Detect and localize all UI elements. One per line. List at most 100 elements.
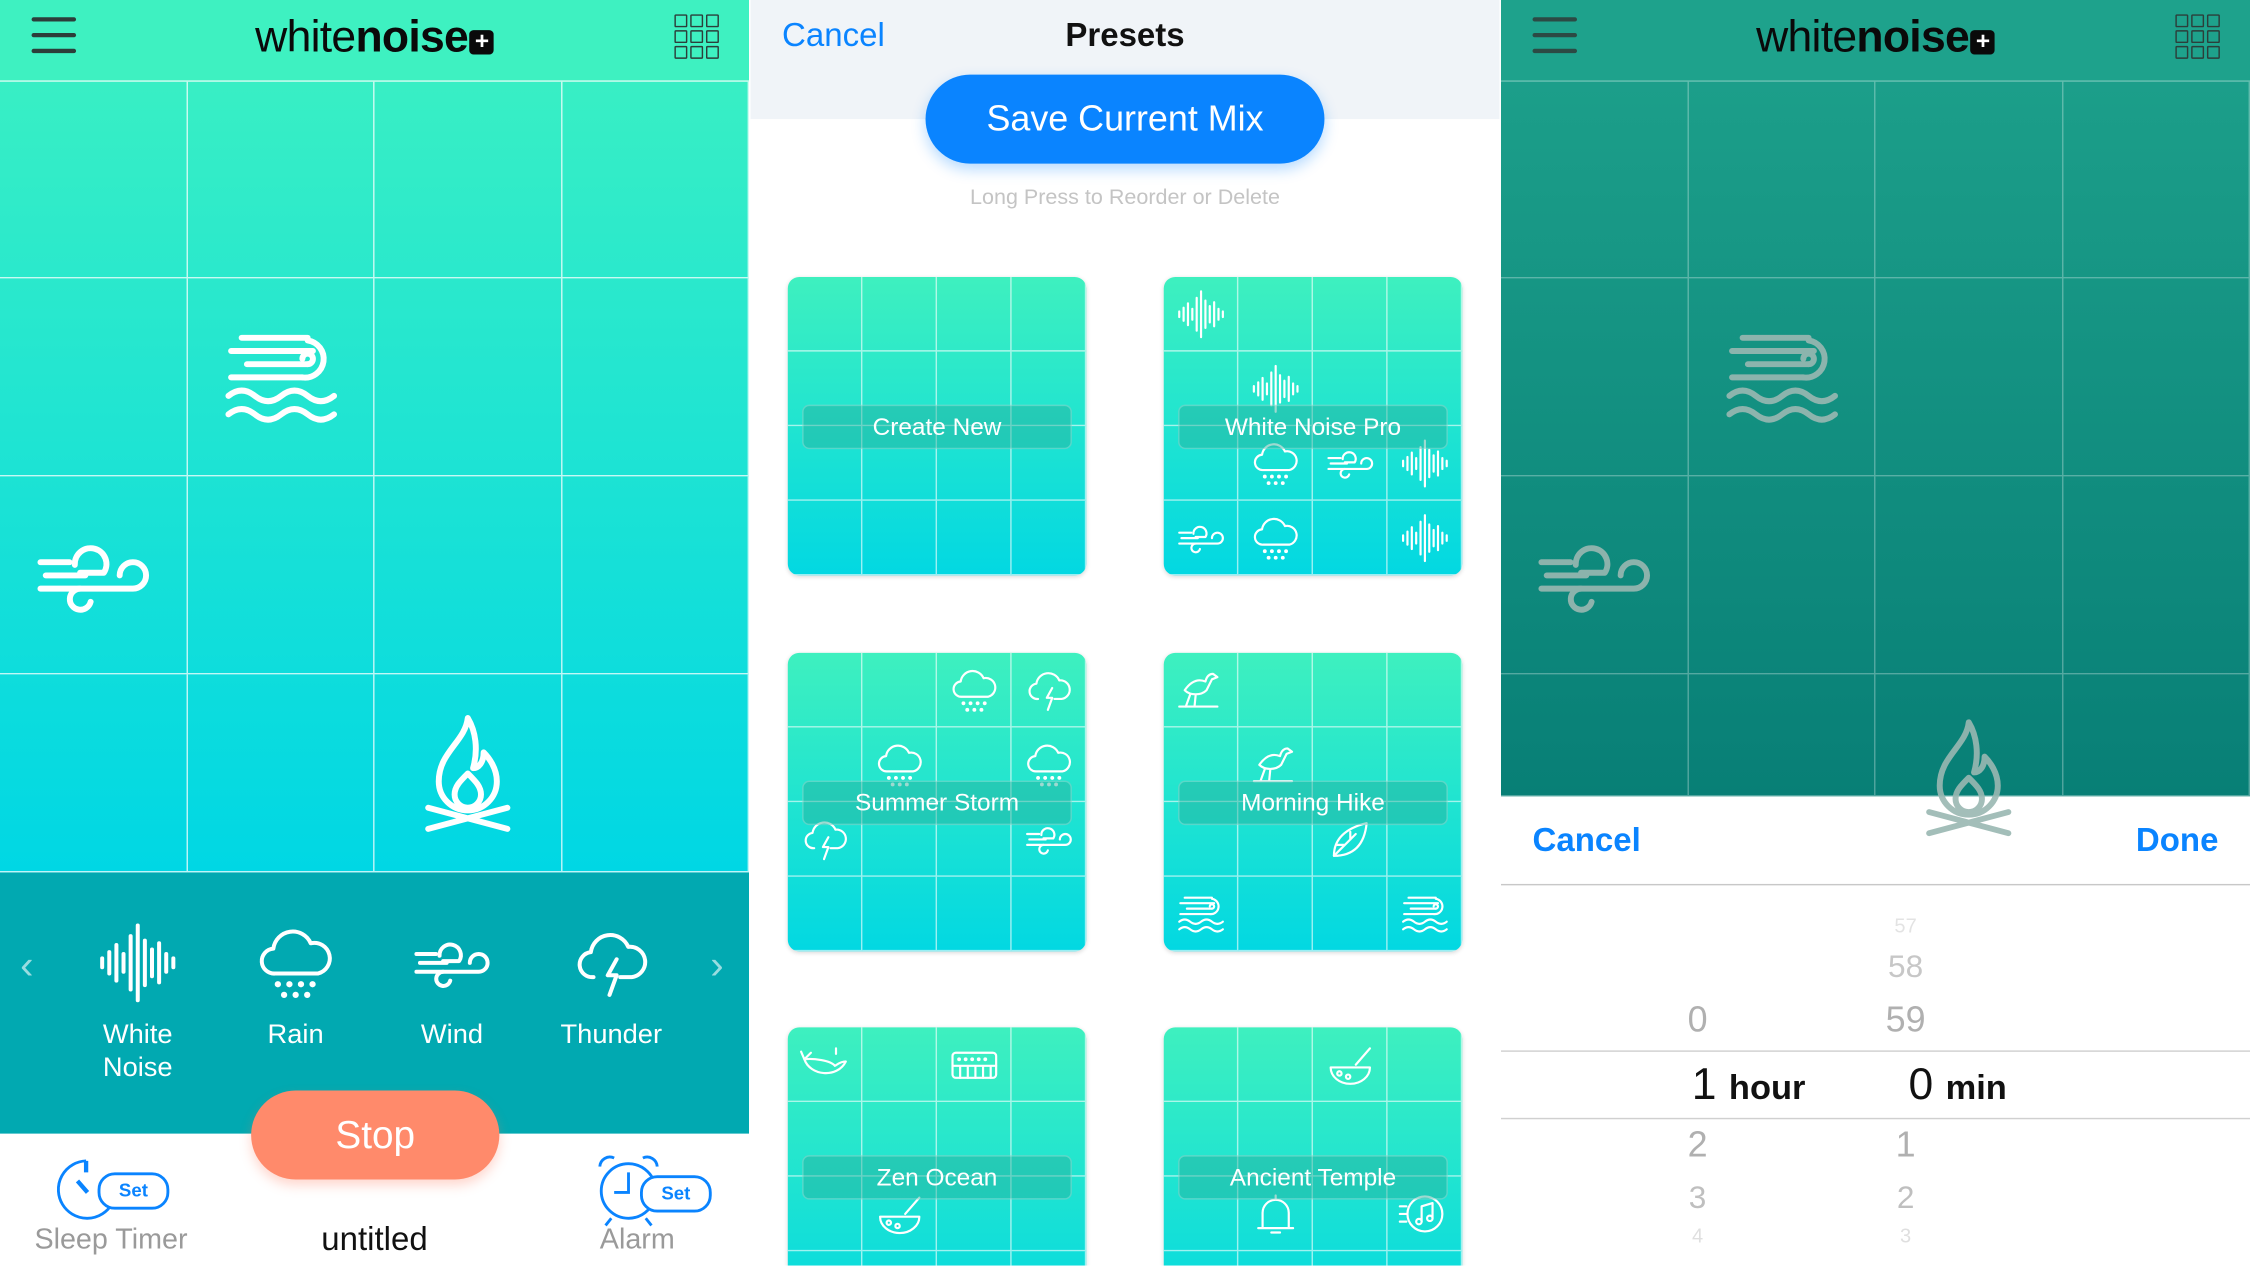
grid-cell[interactable] [187,278,375,477]
grid-cell[interactable] [1688,674,1876,797]
preset-name: White Noise Pro [1178,404,1448,450]
grid-cell[interactable] [0,278,188,477]
grid-cell[interactable] [374,278,563,477]
picker-cancel-button[interactable]: Cancel [1532,820,1641,859]
sound-thunder[interactable]: Thunder [540,918,683,1051]
grid-cell[interactable] [374,80,563,279]
grid-cell[interactable] [562,476,750,675]
grid-cell[interactable] [562,80,750,279]
preset-name: Zen Ocean [802,1155,1072,1200]
page-title: Presets [1065,15,1185,54]
selected-hour[interactable]: 1 hour [1691,1058,1806,1110]
wind-icon [1528,509,1660,641]
hour-option[interactable]: 3 [1688,1179,1707,1216]
sound-wind[interactable]: Wind [380,918,523,1051]
grid-cell[interactable] [187,80,375,279]
alarm-label: Alarm [599,1224,675,1256]
app-logo: whitenoise + [1501,11,2250,63]
grid-cell[interactable] [1875,476,2064,675]
preset-tile[interactable]: Create New [787,276,1087,576]
header: whitenoise + [0,0,750,82]
grid-cell[interactable] [0,674,188,873]
divider [1500,883,2250,886]
grid-cell[interactable] [1875,674,2064,796]
grid-cell[interactable] [374,674,563,873]
grid-cell[interactable] [1500,674,1689,797]
hour-option[interactable]: 2 [1687,1125,1708,1166]
grid-cell[interactable] [0,476,188,675]
mix-name: untitled [321,1219,428,1258]
hamburger-icon[interactable] [1532,17,1578,54]
reorder-hint: Long Press to Reorder or Delete [970,185,1280,210]
waveform-icon [93,918,182,1007]
sound-waveform[interactable]: White Noise [66,918,209,1084]
cancel-button[interactable]: Cancel [782,15,885,54]
preset-name: Morning Hike [1178,780,1448,826]
chevron-right-icon[interactable]: › [710,942,724,988]
minute-option[interactable]: 2 [1896,1179,1915,1216]
preset-tile[interactable]: White Noise Pro [1163,276,1463,576]
grid-cell[interactable] [562,278,750,477]
preset-tile[interactable]: Morning Hike [1163,652,1463,952]
save-current-mix-button[interactable]: Save Current Mix [925,74,1325,164]
music-icon [946,1261,1001,1266]
presets-screen: Cancel Presets Save Current Mix Long Pre… [750,0,1500,1266]
minute-option[interactable]: 58 [1888,948,1924,985]
cloud-rain-icon [946,662,1001,717]
sleep-timer-button[interactable]: Set Sleep Timer [29,1155,194,1263]
preset-tile[interactable]: Ancient Temple [1163,1027,1463,1266]
preset-tile[interactable]: Summer Storm [787,652,1087,952]
preset-name: Create New [802,404,1072,450]
wind-icon [408,918,497,1007]
grid-cell[interactable] [1500,80,1689,279]
sound-grid[interactable] [0,0,750,873]
sound-label: Thunder [560,1020,663,1051]
preset-tile[interactable]: Zen Ocean [787,1027,1087,1266]
grid-cell[interactable] [2063,476,2250,675]
hamburger-icon[interactable] [31,17,77,54]
grid-cell[interactable] [2063,278,2250,477]
grid-cell[interactable] [1500,476,1689,675]
sound-cloud-rain[interactable]: Rain [224,918,367,1051]
grid-cell[interactable] [1688,278,1876,477]
minute-option[interactable]: 1 [1895,1125,1916,1166]
grid-cell[interactable] [1688,80,1876,279]
sound-label: Rain [267,1020,324,1051]
selection-line-top [1500,1050,2250,1052]
stop-button[interactable]: Stop [251,1090,500,1180]
waveform-icon [1173,286,1228,341]
waveform-icon [1397,510,1452,565]
wind-waves-icon [1397,886,1452,941]
thunder-icon [567,918,656,1007]
minute-option[interactable]: 59 [1885,1000,1926,1041]
sound-grid-dimmed [1500,0,2250,797]
sound-label: White Noise [102,1020,173,1084]
minute-option[interactable]: 57 [1894,914,1917,938]
cloud-rain-icon [251,918,340,1007]
grid-cell[interactable] [562,674,750,873]
grid-cell[interactable] [187,476,375,675]
picker-done-button[interactable]: Done [2135,820,2219,859]
grid-cell[interactable] [1875,80,2064,279]
bird-icon [1173,662,1228,717]
alarm-button[interactable]: Set Alarm [591,1152,734,1262]
grid-cell[interactable] [2063,80,2250,279]
grid-cell[interactable] [1500,278,1689,477]
grid-cell[interactable] [1688,476,1876,675]
grid-cell[interactable] [1875,278,2064,477]
selected-minute[interactable]: 0 min [1908,1058,2007,1110]
main-screen: whitenoise + ‹ › White Noise Rain Wind Thund… [0,0,750,1266]
rain-icon [402,113,534,245]
hour-option[interactable]: 4 [1691,1224,1704,1247]
grid-cell[interactable] [374,476,563,675]
hour-option[interactable]: 0 [1687,1000,1708,1041]
wind-waves-icon [1173,886,1228,941]
grid-cell[interactable] [0,80,188,279]
stopwatch-icon [56,1159,114,1220]
grid-cell[interactable] [2063,674,2250,797]
minute-option[interactable]: 3 [1900,1224,1912,1247]
wind-icon [1173,510,1228,565]
grid-cell[interactable] [187,674,375,873]
chevron-left-icon[interactable]: ‹ [20,942,34,988]
sleep-timer-set-badge: Set [97,1172,170,1210]
